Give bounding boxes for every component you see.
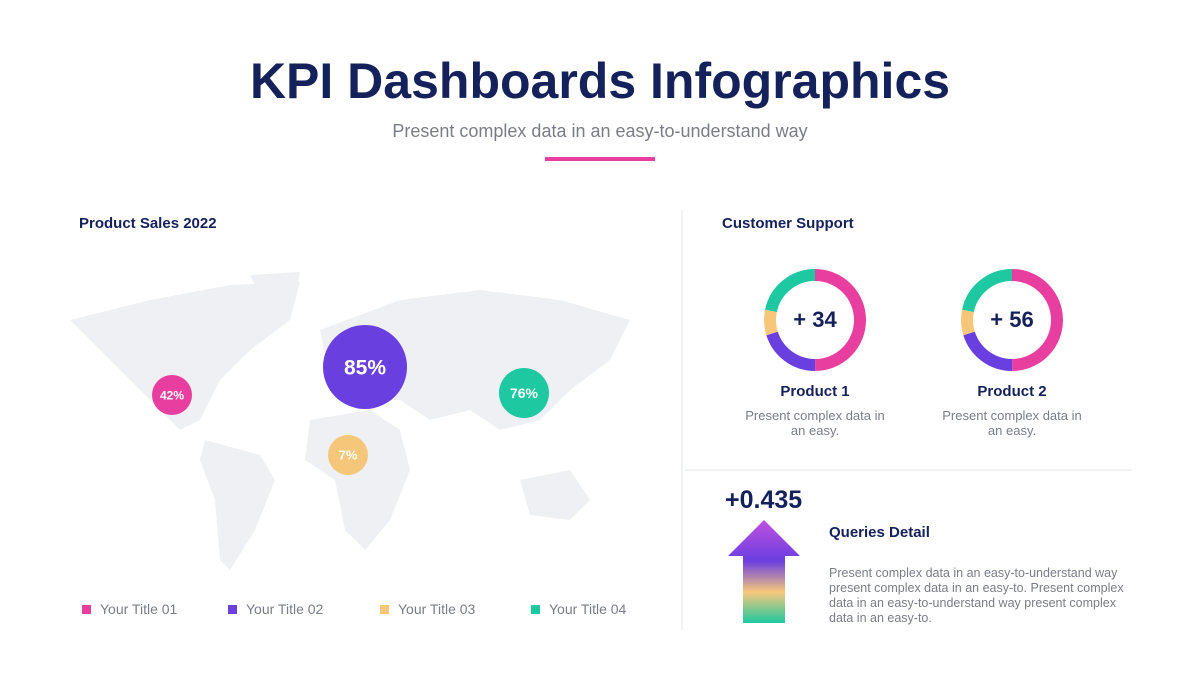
product-text: Present complex data in an easy.	[942, 408, 1082, 438]
section-title: Product Sales 2022	[79, 215, 217, 232]
product-name: Product 2	[977, 383, 1047, 400]
bubble	[152, 375, 192, 415]
up-arrow	[728, 520, 800, 623]
bubble-label: 76%	[510, 385, 539, 401]
legend-swatch	[82, 605, 91, 614]
accent-line	[545, 157, 655, 161]
bubble-label: 42%	[160, 388, 184, 402]
bubble	[499, 368, 549, 418]
donut-value: + 34	[793, 307, 837, 332]
donut	[961, 269, 1063, 371]
world-map	[70, 272, 630, 570]
title: KPI Dashboards Infographics	[249, 53, 951, 109]
bubble	[323, 325, 407, 409]
legend-swatch	[531, 605, 540, 614]
legend-label: Your Title 02	[246, 601, 324, 617]
product-name: Product 1	[780, 383, 850, 400]
bubble-label: 7%	[339, 448, 358, 463]
section-title: Customer Support	[722, 215, 854, 232]
queries-title: Queries Detail	[829, 524, 930, 541]
subtitle: Present complex data in an easy-to-under…	[392, 121, 808, 141]
bubble	[328, 435, 368, 475]
bubble-label: 85%	[344, 357, 386, 380]
donut	[764, 269, 866, 371]
legend-swatch	[228, 605, 237, 614]
queries-value: +0.435	[725, 486, 803, 514]
product-text: Present complex data in an easy.	[745, 408, 885, 438]
queries-text: Present complex data in an easy-to-under…	[829, 566, 1124, 625]
donut-value: + 56	[990, 307, 1034, 332]
legend-swatch	[380, 605, 389, 614]
legend-label: Your Title 01	[100, 601, 178, 617]
legend-label: Your Title 04	[549, 601, 627, 617]
legend-label: Your Title 03	[398, 601, 476, 617]
